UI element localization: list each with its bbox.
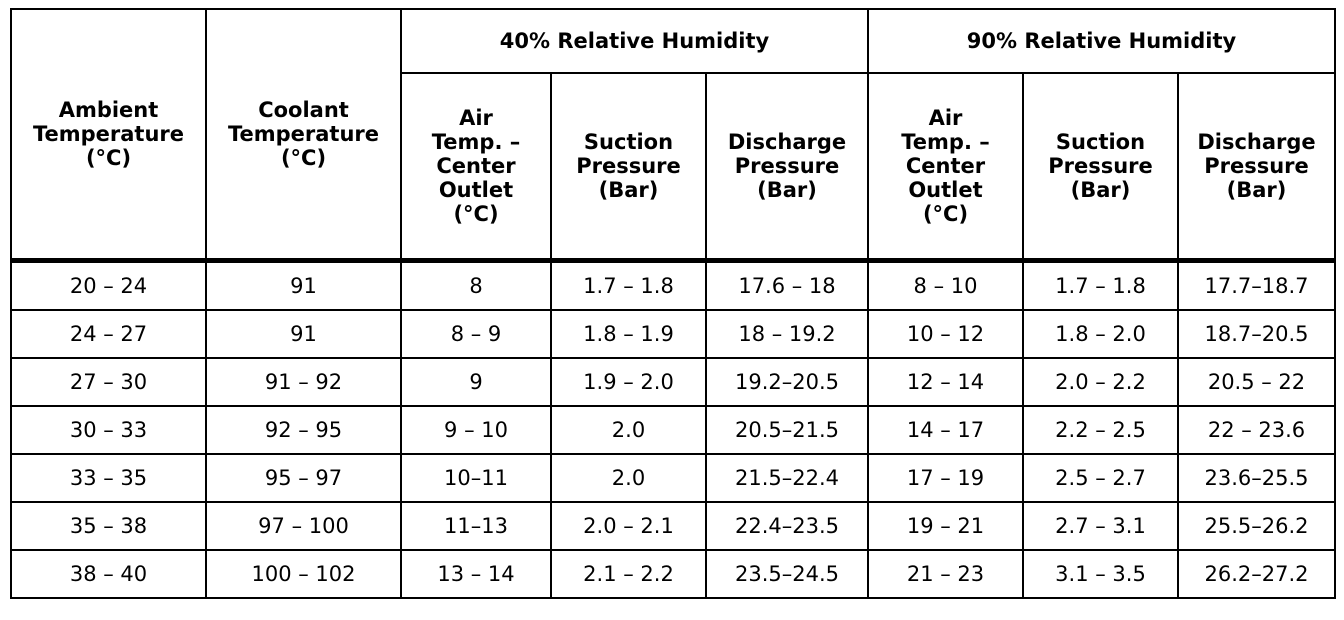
cell: 95 – 97 xyxy=(205,453,402,503)
column-header: Discharge Pressure (Bar) xyxy=(1177,72,1336,263)
cell: 26.2–27.2 xyxy=(1177,549,1336,599)
cell: 23.6–25.5 xyxy=(1177,453,1336,503)
cell: 33 – 35 xyxy=(10,453,207,503)
cell: 8 – 10 xyxy=(867,259,1024,311)
data-row: 30 – 33 92 – 95 9 – 10 2.0 20.5–21.5 14 – 17 2… xyxy=(10,405,1336,455)
cell: 2.7 – 3.1 xyxy=(1022,501,1179,551)
cell: 2.0 – 2.2 xyxy=(1022,357,1179,407)
table-container: Ambient Temperature (°C) Coolant Temperat… xyxy=(10,8,1336,599)
cell: 1.7 – 1.8 xyxy=(1022,259,1179,311)
data-row: 33 – 35 95 – 97 10–11 2.0 21.5–22.4 17 – 19 2.… xyxy=(10,453,1336,503)
cell: 27 – 30 xyxy=(10,357,207,407)
cell: 13 – 14 xyxy=(400,549,552,599)
cell: 30 – 33 xyxy=(10,405,207,455)
column-header: Air Temp. – Center Outlet (°C) xyxy=(867,72,1024,263)
cell: 1.8 – 1.9 xyxy=(550,309,707,359)
column-header: Coolant Temperature (°C) xyxy=(205,8,402,263)
cell: 2.5 – 2.7 xyxy=(1022,453,1179,503)
column-header: Suction Pressure (Bar) xyxy=(1022,72,1179,263)
column-header: Air Temp. – Center Outlet (°C) xyxy=(400,72,552,263)
cell: 2.0 – 2.1 xyxy=(550,501,707,551)
cell: 2.0 xyxy=(550,405,707,455)
column-header: Discharge Pressure (Bar) xyxy=(705,72,869,263)
data-row: 20 – 24 91 8 1.7 – 1.8 17.6 – 18 8 – 10 1.7 – … xyxy=(10,259,1336,311)
cell: 25.5–26.2 xyxy=(1177,501,1336,551)
group-header: 90% Relative Humidity xyxy=(867,8,1336,74)
cell: 91 xyxy=(205,259,402,311)
cell: 18 – 19.2 xyxy=(705,309,869,359)
cell: 24 – 27 xyxy=(10,309,207,359)
cell: 8 – 9 xyxy=(400,309,552,359)
cell: 20.5 – 22 xyxy=(1177,357,1336,407)
cell: 22.4–23.5 xyxy=(705,501,869,551)
cell: 10 – 12 xyxy=(867,309,1024,359)
header-row: Air Temp. – Center Outlet (°C) Suction Pr… xyxy=(11,72,1336,263)
cell: 14 – 17 xyxy=(867,405,1024,455)
cell: 2.1 – 2.2 xyxy=(550,549,707,599)
data-row: 38 – 40 100 – 102 13 – 14 2.1 – 2.2 23.5–24.… xyxy=(10,549,1336,599)
cell: 17.6 – 18 xyxy=(705,259,869,311)
cell: 9 xyxy=(400,357,552,407)
cell: 17 – 19 xyxy=(867,453,1024,503)
cell: 2.0 xyxy=(550,453,707,503)
cell: 10–11 xyxy=(400,453,552,503)
cell: 20 – 24 xyxy=(10,259,207,311)
cell: 97 – 100 xyxy=(205,501,402,551)
cell: 2.2 – 2.5 xyxy=(1022,405,1179,455)
column-header: Ambient Temperature (°C) xyxy=(10,8,207,263)
cell: 100 – 102 xyxy=(205,549,402,599)
cell: 38 – 40 xyxy=(10,549,207,599)
cell: 21 – 23 xyxy=(867,549,1024,599)
header-row: Ambient Temperature (°C) Coolant Temperat… xyxy=(10,8,1336,263)
cell: 91 – 92 xyxy=(205,357,402,407)
cell: 22 – 23.6 xyxy=(1177,405,1336,455)
group-header: 40% Relative Humidity xyxy=(400,8,869,74)
cell: 23.5–24.5 xyxy=(705,549,869,599)
cell: 19.2–20.5 xyxy=(705,357,869,407)
cell: 19 – 21 xyxy=(867,501,1024,551)
data-row: 35 – 38 97 – 100 11–13 2.0 – 2.1 22.4–23.5 19… xyxy=(10,501,1336,551)
cell: 1.7 – 1.8 xyxy=(550,259,707,311)
cell: 12 – 14 xyxy=(867,357,1024,407)
data-row: 24 – 27 91 8 – 9 1.8 – 1.9 18 – 19.2 10 – 12 1… xyxy=(10,309,1336,359)
cell: 1.9 – 2.0 xyxy=(550,357,707,407)
cell: 91 xyxy=(205,309,402,359)
cell: 9 – 10 xyxy=(400,405,552,455)
cell: 17.7–18.7 xyxy=(1177,259,1336,311)
cell: 8 xyxy=(400,259,552,311)
cell: 11–13 xyxy=(400,501,552,551)
cell: 35 – 38 xyxy=(10,501,207,551)
cell: 3.1 – 3.5 xyxy=(1022,549,1179,599)
column-header: Suction Pressure (Bar) xyxy=(550,72,707,263)
cell: 20.5–21.5 xyxy=(705,405,869,455)
cell: 92 – 95 xyxy=(205,405,402,455)
cell: 21.5–22.4 xyxy=(705,453,869,503)
cell: 18.7–20.5 xyxy=(1177,309,1336,359)
cell: 1.8 – 2.0 xyxy=(1022,309,1179,359)
data-table: Ambient Temperature (°C) Coolant Temperat… xyxy=(10,8,1336,599)
data-row: 27 – 30 91 – 92 9 1.9 – 2.0 19.2–20.5 12 – 14… xyxy=(10,357,1336,407)
